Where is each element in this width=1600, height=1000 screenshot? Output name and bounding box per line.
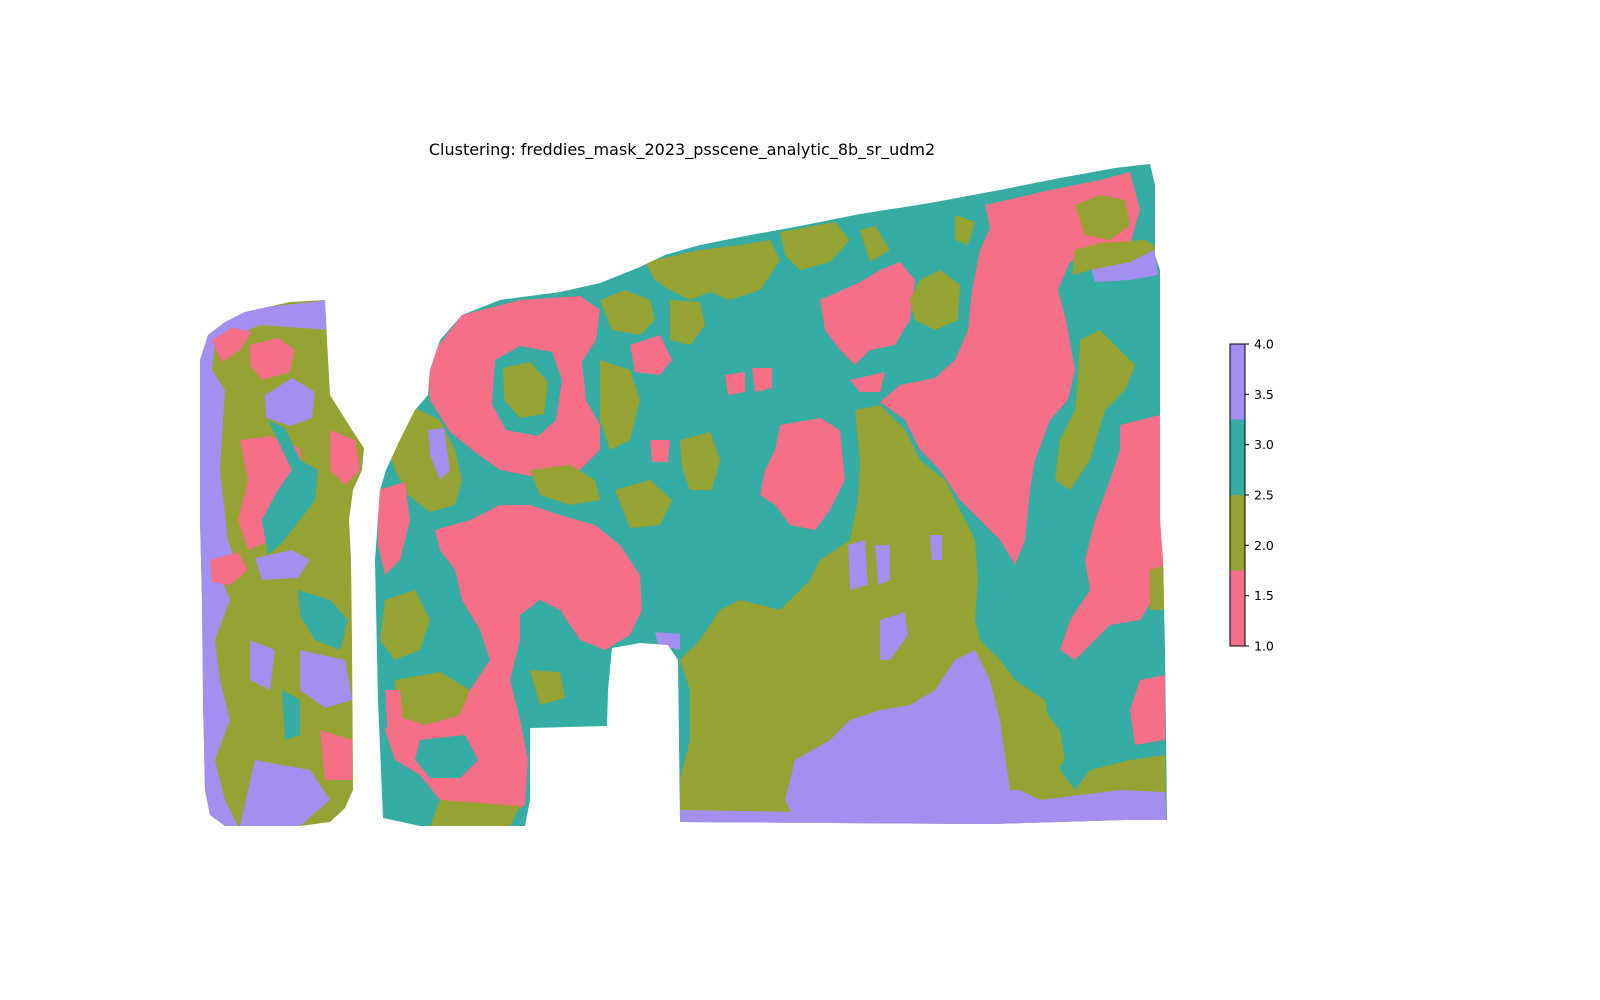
- cluster-region: [1130, 675, 1165, 745]
- cluster-region: [600, 360, 640, 450]
- cluster-region: [320, 730, 352, 780]
- cluster-region: [930, 535, 942, 560]
- cluster-region: [760, 418, 845, 530]
- cluster-region: [380, 590, 430, 660]
- cluster-region: [1060, 415, 1165, 660]
- cluster-region: [210, 552, 248, 585]
- cluster-region: [530, 465, 600, 505]
- cluster-region: [910, 270, 960, 330]
- colorbar-segment: [1230, 419, 1245, 495]
- cluster-region: [282, 690, 300, 740]
- cluster-region: [1000, 705, 1065, 790]
- colorbar-tick-label: 1.5: [1254, 588, 1274, 603]
- cluster-region: [848, 540, 868, 590]
- cluster-region: [265, 378, 315, 426]
- cluster-region: [300, 650, 352, 708]
- cluster-region: [238, 436, 302, 550]
- cluster-region: [1075, 195, 1130, 240]
- chart-title: Clustering: freddies_mask_2023_psscene_a…: [429, 140, 935, 160]
- colorbar-tick-label: 2.5: [1254, 488, 1274, 503]
- cluster-region: [680, 810, 820, 826]
- cluster-region: [255, 550, 310, 580]
- colorbar-segment: [1230, 495, 1245, 571]
- cluster-region: [1072, 240, 1158, 275]
- cluster-region: [378, 482, 410, 575]
- cluster-region: [680, 432, 720, 490]
- cluster-region: [670, 300, 705, 345]
- cluster-region: [428, 428, 450, 480]
- cluster-region: [250, 338, 295, 380]
- cluster-region: [298, 590, 348, 650]
- cluster-region: [955, 215, 975, 245]
- cluster-region: [395, 672, 470, 725]
- cluster-region: [600, 290, 655, 335]
- cluster-region: [630, 335, 672, 375]
- cluster-region: [820, 262, 915, 365]
- cluster-region: [880, 612, 908, 660]
- colorbar-tick-label: 1.0: [1254, 639, 1274, 654]
- colorbar-ticks: 1.0 1.5 2.0 2.5 3.0 3.5 4.0: [1245, 337, 1274, 654]
- cluster-region: [250, 640, 275, 690]
- cluster-region: [752, 368, 772, 392]
- cluster-region: [655, 632, 680, 650]
- cluster-region: [240, 760, 330, 826]
- cluster-region: [1055, 330, 1135, 490]
- colorbar: 1.0 1.5 2.0 2.5 3.0 3.5 4.0: [1229, 337, 1274, 654]
- cluster-region: [530, 670, 565, 705]
- cluster-map-main-region: [375, 164, 1167, 826]
- cluster-region: [615, 480, 672, 528]
- cluster-region: [880, 172, 1140, 565]
- cluster-region: [1150, 565, 1165, 610]
- cluster-region: [780, 222, 850, 270]
- cluster-region: [875, 545, 890, 585]
- colorbar-tick-label: 2.0: [1254, 538, 1274, 553]
- colorbar-tick-label: 3.0: [1254, 437, 1274, 452]
- colorbar-tick-label: 3.5: [1254, 387, 1274, 402]
- cluster-region: [785, 650, 1167, 826]
- cluster-region: [415, 735, 478, 778]
- cluster-region: [262, 420, 318, 555]
- colorbar-tick-label: 4.0: [1254, 337, 1274, 352]
- cluster-region: [212, 328, 252, 362]
- cluster-region: [385, 690, 405, 740]
- cluster-region: [695, 520, 725, 575]
- cluster-region: [430, 800, 520, 826]
- cluster-region: [645, 240, 780, 300]
- cluster-region: [860, 226, 890, 262]
- cluster-region: [650, 440, 670, 462]
- cluster-region: [850, 372, 885, 392]
- cluster-region: [1090, 250, 1158, 282]
- cluster-map-left-strip: [200, 300, 364, 826]
- cluster-region: [725, 372, 745, 395]
- colorbar-segment: [1230, 344, 1245, 420]
- cluster-region: [503, 362, 548, 418]
- cluster-region: [330, 430, 360, 485]
- colorbar-segment: [1230, 570, 1245, 646]
